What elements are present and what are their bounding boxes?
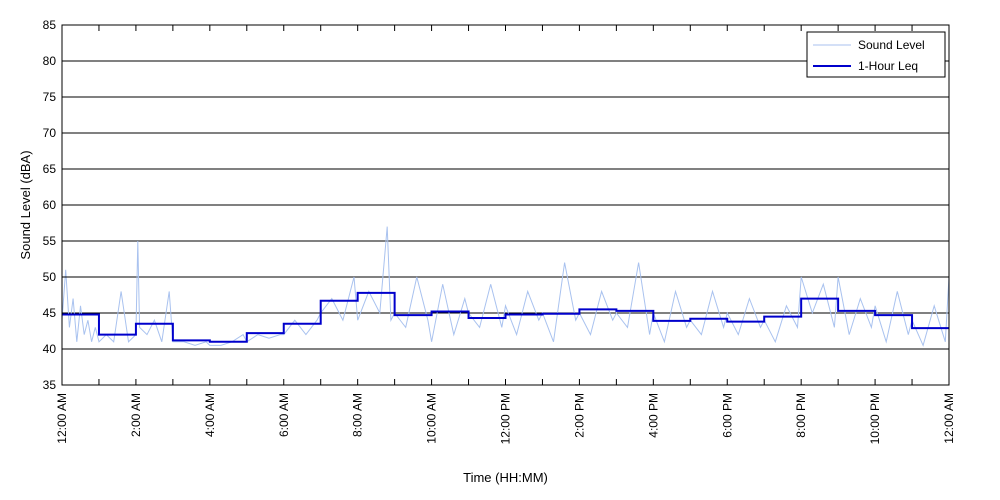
y-tick-label: 55 [43, 234, 57, 248]
y-tick-label: 70 [43, 126, 57, 140]
x-axis-ticks: 12:00 AM 2:00 AM 4:00 AM 6:00 AM 8:00 AM 10:0… [55, 25, 956, 444]
x-tick-label: 10:00 AM [425, 393, 439, 444]
y-tick-label: 80 [43, 54, 57, 68]
x-axis-title: Time (HH:MM) [463, 470, 548, 485]
sound-level-line [61, 226, 950, 347]
x-tick-label: 12:00 PM [499, 393, 513, 444]
y-tick-label: 50 [43, 270, 57, 284]
legend: Sound Level 1-Hour Leq [806, 31, 946, 78]
legend-label-leq: 1-Hour Leq [858, 59, 918, 73]
y-tick-label: 60 [43, 198, 57, 212]
x-tick-label: 6:00 PM [720, 393, 734, 438]
x-tick-label: 6:00 AM [277, 393, 291, 437]
x-tick-label: 12:00 AM [55, 393, 69, 444]
x-tick-label: 2:00 AM [129, 393, 143, 437]
legend-box [806, 31, 946, 78]
x-tick-label: 4:00 PM [646, 393, 660, 438]
leq-series [62, 291, 949, 343]
x-tick-label: 8:00 PM [794, 393, 808, 438]
y-axis-ticks: 35 40 45 50 55 60 65 70 75 80 85 [43, 18, 67, 392]
x-tick-label: 8:00 AM [351, 393, 365, 437]
y-tick-label: 35 [43, 378, 57, 392]
x-tick-label: 12:00 AM [942, 393, 956, 444]
legend-label-sound-level: Sound Level [858, 38, 925, 52]
y-tick-label: 75 [43, 90, 57, 104]
y-axis-title: Sound Level (dBA) [18, 150, 33, 259]
x-tick-label: 4:00 AM [203, 393, 217, 437]
y-tick-label: 45 [43, 306, 57, 320]
y-tick-label: 40 [43, 342, 57, 356]
y-tick-label: 85 [43, 18, 57, 32]
sound-level-series [61, 226, 950, 347]
x-tick-label: 10:00 PM [868, 393, 882, 444]
leq-step-line [62, 291, 949, 343]
x-tick-label: 2:00 PM [572, 393, 586, 438]
y-tick-label: 65 [43, 162, 57, 176]
horizontal-gridlines [62, 60, 949, 350]
